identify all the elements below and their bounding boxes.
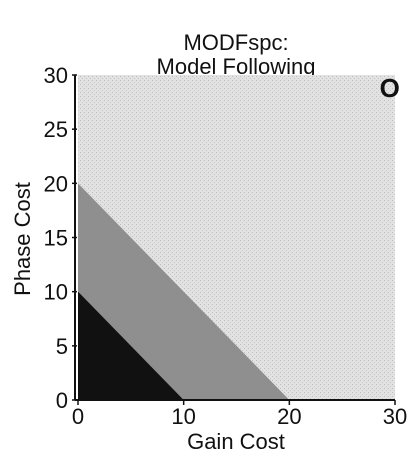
y-tick-label: 10 xyxy=(44,280,68,305)
y-tick-label: 15 xyxy=(44,226,68,251)
annotation-marker: O xyxy=(380,73,400,103)
x-axis-label: Gain Cost xyxy=(187,429,285,454)
chart-title: MODFspc: xyxy=(183,30,288,55)
regions xyxy=(78,75,395,400)
x-ticks: 0 10 20 30 xyxy=(72,400,407,429)
annotations: O xyxy=(380,73,400,103)
y-tick-label: 0 xyxy=(56,388,68,413)
y-tick-label: 25 xyxy=(44,117,68,142)
region-level-1 xyxy=(78,291,184,400)
chart-subtitle: Model Following xyxy=(157,54,316,79)
x-tick-label: 0 xyxy=(72,404,84,429)
x-tick-label: 30 xyxy=(383,404,407,429)
x-tick-label: 10 xyxy=(171,404,195,429)
y-ticks: 0 5 10 15 20 25 30 xyxy=(44,63,77,413)
y-tick-label: 5 xyxy=(56,334,68,359)
x-tick-label: 20 xyxy=(277,404,301,429)
y-axis-label: Phase Cost xyxy=(10,182,35,296)
y-tick-label: 20 xyxy=(44,171,68,196)
y-tick-label: 30 xyxy=(44,63,68,88)
